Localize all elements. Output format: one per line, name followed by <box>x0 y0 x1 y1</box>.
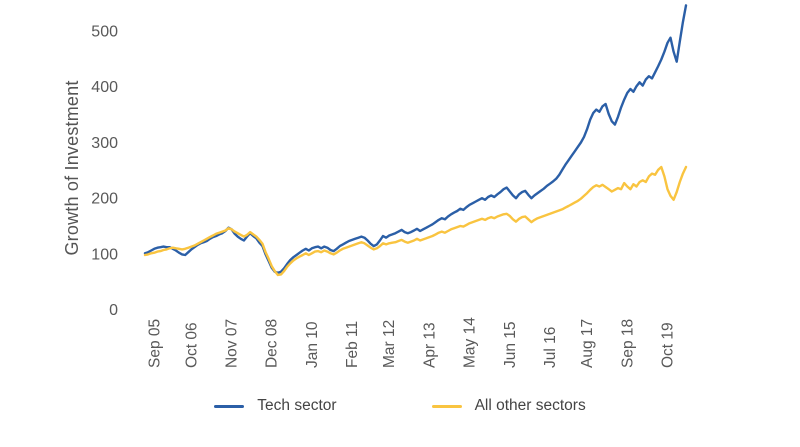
x-tick-label: Sep 18 <box>619 319 636 368</box>
x-tick-label: Feb 11 <box>344 321 361 368</box>
x-tick-label: Oct 06 <box>183 322 200 368</box>
legend-item-tech-sector: Tech sector <box>214 397 337 415</box>
x-tick-label: Apr 13 <box>421 322 438 368</box>
plot-lines <box>143 4 688 277</box>
x-tick-label: Oct 19 <box>659 322 676 368</box>
x-tick-label: Jan 10 <box>304 321 321 368</box>
x-tick-label: Jun 15 <box>502 321 519 368</box>
all-other-sectors-line <box>143 165 688 277</box>
legend-item-all-other-sectors: All other sectors <box>431 397 586 415</box>
y-tick-label: 500 <box>91 24 118 41</box>
y-tick-label: 300 <box>91 135 118 152</box>
all-other-sectors-line-swatch <box>431 404 462 408</box>
x-tick-label: May 14 <box>462 317 479 368</box>
y-tick-label: 100 <box>91 246 118 263</box>
tech-sector-line <box>143 4 688 274</box>
x-tick-label: Nov 07 <box>224 319 241 368</box>
x-tick-label: Dec 08 <box>264 319 281 368</box>
y-tick-label: 400 <box>91 79 118 96</box>
y-tick-label: 0 <box>109 302 118 319</box>
tech-sector-line-swatch <box>214 404 245 408</box>
x-tick-label: Mar 12 <box>381 320 398 368</box>
x-tick-label: Jul 16 <box>542 327 559 368</box>
legend-label-tech-sector: Tech sector <box>257 397 337 414</box>
y-axis-title: Growth of Investment <box>62 80 82 255</box>
x-tick-label: Aug 17 <box>579 319 596 368</box>
x-tick-label: Sep 05 <box>146 319 163 368</box>
y-axis-ticks: 0 100 200 300 400 500 <box>91 24 118 320</box>
y-tick-label: 200 <box>91 191 118 208</box>
chart-legend: Tech sector All other sectors <box>0 397 800 415</box>
legend-label-all-other-sectors: All other sectors <box>474 397 586 414</box>
x-axis-ticks: Sep 05 Oct 06 Nov 07 Dec 08 Jan 10 Feb 11 Mar … <box>146 317 676 368</box>
